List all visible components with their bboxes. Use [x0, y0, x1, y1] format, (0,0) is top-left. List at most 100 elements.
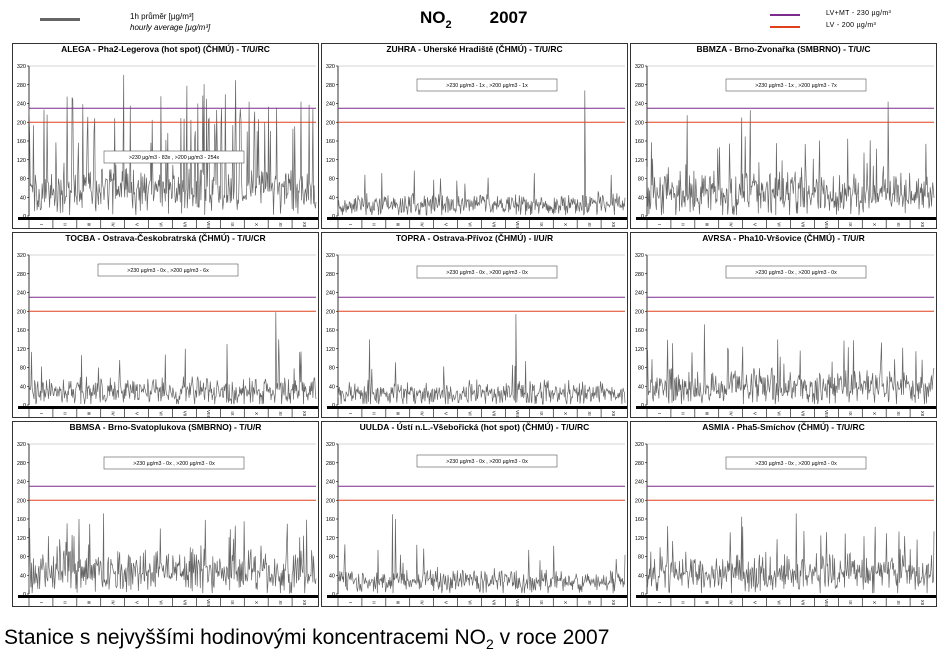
y-tick-label: 320 — [635, 442, 644, 448]
x-month-label: II — [63, 412, 68, 415]
x-axis-bar — [327, 406, 627, 409]
x-axis-bar — [327, 217, 627, 220]
x-axis-bar — [18, 406, 318, 409]
hourly-series-line — [337, 90, 626, 216]
x-month-label: II — [372, 412, 377, 415]
hourly-series-line — [646, 513, 935, 594]
exceedance-box — [103, 456, 245, 470]
station-chart-panel: 04080120160200240280320IIIIIIIVVVIVIIVII… — [321, 421, 628, 607]
station-chart-svg: 04080120160200240280320IIIIIIIVVVIVIIVII… — [12, 421, 319, 607]
x-month-label: X — [563, 412, 568, 415]
hourly-series-line — [28, 513, 317, 595]
x-month-label: II — [681, 223, 686, 226]
x-month-label: IV — [420, 411, 425, 415]
x-month-label: III — [705, 412, 710, 416]
title-year: 2007 — [489, 8, 528, 27]
y-tick-label: 280 — [17, 83, 26, 89]
x-month-label: IV — [420, 222, 425, 226]
x-month-label: IV — [729, 222, 734, 226]
x-month-label: VII — [491, 600, 496, 606]
x-month-label: XI — [278, 222, 283, 226]
x-month-label: X — [563, 601, 568, 604]
x-month-label: II — [681, 412, 686, 415]
exceedance-text: >230 µg/m3 - 0x , >200 µg/m3 - 0x — [133, 461, 215, 467]
x-month-label: XII — [920, 411, 925, 417]
x-month-label: X — [872, 412, 877, 415]
y-tick-label: 120 — [17, 347, 26, 353]
x-month-label: XII — [302, 222, 307, 228]
y-tick-label: 240 — [635, 291, 644, 297]
x-month-label: VIII — [206, 599, 211, 606]
station-chart-grid: 04080120160200240280320IIIIIIIVVVIVIIVII… — [12, 43, 938, 610]
y-tick-label: 280 — [326, 272, 335, 278]
station-chart-svg: 04080120160200240280320IIIIIIIVVVIVIIVII… — [630, 43, 937, 229]
station-chart-panel: 04080120160200240280320IIIIIIIVVVIVIIVII… — [630, 232, 937, 418]
x-month-label: XI — [587, 222, 592, 226]
x-month-label: III — [87, 412, 92, 416]
x-axis-bar — [327, 595, 627, 598]
legend-lv: LV - 200 µg/m³ — [770, 22, 940, 32]
y-tick-label: 80 — [638, 366, 644, 372]
x-month-label: IX — [230, 222, 235, 226]
station-title: BBMZA - Brno-Zvonařka (SMBRNO) - T/U/C — [696, 44, 871, 54]
y-tick-label: 240 — [326, 480, 335, 486]
y-tick-label: 160 — [635, 139, 644, 145]
x-month-label: IX — [230, 411, 235, 415]
x-month-label: VI — [776, 600, 781, 604]
x-month-label: IX — [230, 600, 235, 604]
hourly-series-line — [337, 514, 626, 594]
y-tick-label: 160 — [326, 517, 335, 523]
y-tick-label: 40 — [638, 573, 644, 579]
y-tick-label: 160 — [635, 328, 644, 334]
exceedance-box — [725, 265, 867, 279]
panel-frame — [12, 421, 319, 607]
station-chart-svg: 04080120160200240280320IIIIIIIVVVIVIIVII… — [630, 232, 937, 418]
x-month-label: VIII — [515, 410, 520, 417]
x-month-label: I — [657, 602, 662, 603]
x-month-label: VIII — [824, 221, 829, 228]
x-month-label: I — [657, 224, 662, 225]
x-month-label: X — [872, 223, 877, 226]
x-month-label: IX — [539, 411, 544, 415]
x-month-label: VIII — [515, 599, 520, 606]
station-chart-svg: 04080120160200240280320IIIIIIIVVVIVIIVII… — [321, 232, 628, 418]
legend-limits: LV+MT - 230 µg/m³ LV - 200 µg/m³ — [770, 10, 940, 36]
x-month-label: XI — [896, 222, 901, 226]
x-month-label: VII — [800, 411, 805, 417]
x-month-label: XI — [278, 411, 283, 415]
x-month-label: IV — [111, 600, 116, 604]
y-tick-label: 320 — [17, 442, 26, 448]
title-pollutant-subscript: 2 — [445, 19, 452, 31]
x-month-label: II — [372, 601, 377, 604]
x-month-label: I — [348, 224, 353, 225]
hourly-series-line — [28, 74, 317, 216]
y-tick-label: 280 — [17, 461, 26, 467]
station-title: ALEGA - Pha2-Legerova (hot spot) (ČHMÚ) … — [61, 44, 270, 54]
y-tick-label: 200 — [635, 120, 644, 126]
x-month-label: VII — [491, 411, 496, 417]
x-month-label: X — [254, 412, 259, 415]
y-tick-label: 240 — [17, 102, 26, 108]
figure-title: NO2 2007 — [420, 8, 528, 31]
x-month-label: VII — [182, 600, 187, 606]
y-tick-label: 160 — [17, 328, 26, 334]
legend-hourly-label-en: hourly average [µg/m³] — [130, 23, 211, 32]
legend-lv-mt-swatch — [770, 14, 800, 16]
y-tick-label: 80 — [20, 177, 26, 183]
exceedance-box — [725, 78, 867, 92]
x-month-label: VI — [776, 222, 781, 226]
x-month-label: VII — [800, 600, 805, 606]
y-tick-label: 280 — [326, 83, 335, 89]
y-tick-label: 120 — [635, 158, 644, 164]
y-tick-label: 80 — [20, 555, 26, 561]
x-month-label: III — [396, 412, 401, 416]
hourly-series-line — [29, 312, 317, 405]
exceedance-box — [103, 150, 245, 164]
x-month-label: VIII — [206, 221, 211, 228]
hourly-series-line — [646, 324, 935, 405]
y-tick-label: 320 — [635, 64, 644, 70]
y-tick-label: 40 — [638, 384, 644, 390]
exceedance-box — [416, 78, 558, 92]
x-month-label: I — [39, 413, 44, 414]
x-month-label: V — [443, 412, 448, 415]
